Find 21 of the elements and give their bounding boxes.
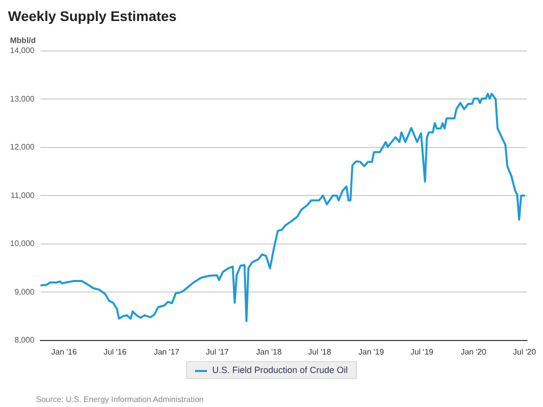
legend-label: U.S. Field Production of Crude Oil bbox=[212, 365, 348, 375]
x-tick-label: Jul '17 bbox=[206, 347, 230, 356]
x-tick-label: Jan '20 bbox=[460, 347, 487, 356]
source-note: Source: U.S. Energy Information Administration bbox=[36, 395, 204, 404]
y-tick-label: 9,000 bbox=[14, 287, 36, 296]
y-tick-label: 13,000 bbox=[10, 94, 36, 104]
x-tick-label: Jan '18 bbox=[256, 347, 282, 356]
x-tick-label: Jan '19 bbox=[358, 347, 384, 356]
x-tick-label: Jan '17 bbox=[154, 347, 180, 356]
x-tick-label: Jan '16 bbox=[51, 347, 78, 356]
y-tick-label: 14,000 bbox=[10, 46, 36, 56]
y-tick-label: 8,000 bbox=[14, 336, 36, 345]
x-tick-label: Jul '16 bbox=[104, 347, 128, 356]
x-tick-label: Jul '19 bbox=[410, 347, 434, 356]
chart-title: Weekly Supply Estimates bbox=[8, 8, 177, 24]
x-tick-label: Jul '20 bbox=[513, 347, 536, 356]
x-tick-label: Jul '18 bbox=[308, 347, 332, 356]
y-tick-label: 12,000 bbox=[10, 142, 36, 152]
y-axis-title: Mbbl/d bbox=[10, 36, 36, 45]
y-tick-label: 10,000 bbox=[10, 239, 36, 248]
y-tick-label: 11,000 bbox=[10, 190, 36, 200]
